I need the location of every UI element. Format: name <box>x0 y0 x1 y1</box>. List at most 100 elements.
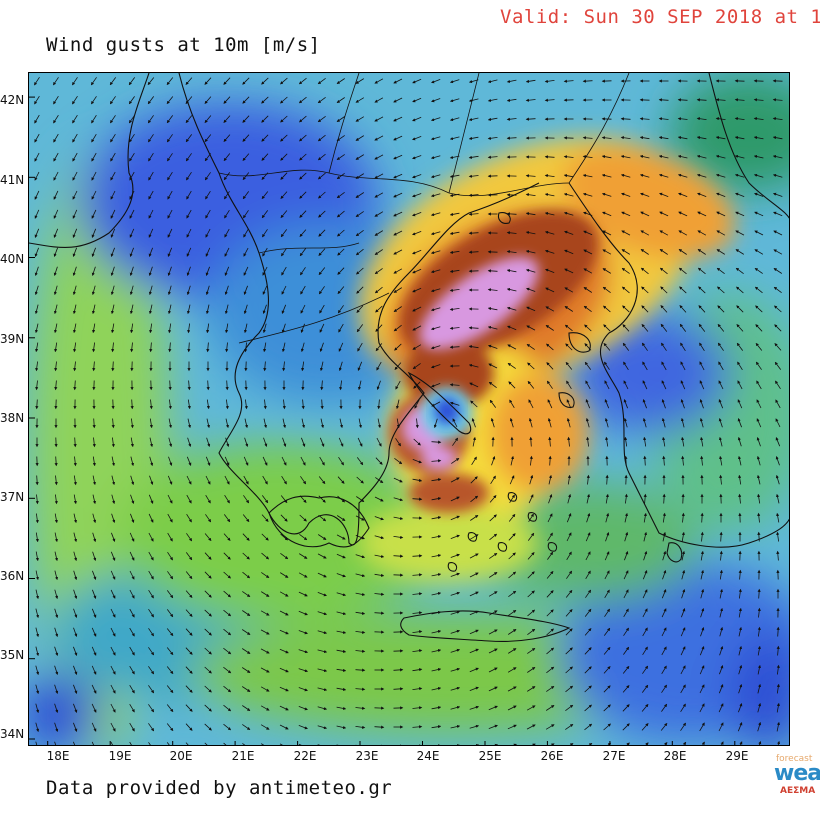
wind-arrow <box>715 117 726 121</box>
wind-arrow <box>299 248 307 257</box>
wind-arrow <box>621 211 631 217</box>
wind-arrow <box>527 362 535 370</box>
wind-arrow <box>262 229 268 238</box>
wind-arrow <box>661 361 667 371</box>
wind-arrow <box>356 305 364 313</box>
wind-arrow <box>395 438 401 447</box>
wind-arrow <box>528 399 534 409</box>
wind-arrow <box>148 152 154 162</box>
wind-arrow <box>205 304 210 315</box>
wind-arrow <box>718 436 723 447</box>
wind-arrow <box>34 133 40 143</box>
wind-arrow <box>773 286 782 294</box>
wind-arrow <box>528 494 534 504</box>
wind-arrow <box>525 79 536 83</box>
wind-arrow <box>475 743 480 745</box>
wind-arrow <box>394 362 402 371</box>
wind-arrow <box>605 474 609 485</box>
wind-arrow <box>375 343 383 352</box>
wind-arrow <box>620 173 631 178</box>
lon-label: 25E <box>478 749 502 763</box>
wind-arrow <box>92 361 96 372</box>
wind-arrow <box>470 400 478 408</box>
wind-arrow <box>167 304 172 315</box>
wind-arrow <box>320 399 324 410</box>
wind-arrow <box>91 171 97 181</box>
valid-time: Valid: Sun 30 SEP 2018 at 1 <box>500 6 820 28</box>
wind-arrow <box>681 455 685 466</box>
lat-label: 42N <box>0 93 25 107</box>
wind-arrow <box>148 171 154 181</box>
wind-arrow <box>205 190 211 200</box>
wind-arrow <box>263 418 268 429</box>
wind-arrow <box>468 212 479 216</box>
wind-arrow <box>622 305 630 313</box>
wind-arrow <box>374 286 383 294</box>
wind-arrow <box>317 134 326 142</box>
wind-arrow <box>412 136 422 141</box>
wind-arrow <box>547 399 553 409</box>
wind-arrow <box>431 98 441 103</box>
wind-arrow <box>91 304 96 315</box>
wind-arrow <box>601 155 612 159</box>
wind-arrow <box>431 440 442 444</box>
wind-arrow <box>73 475 77 486</box>
wind-arrow <box>563 79 574 83</box>
wind-arrow <box>469 382 479 388</box>
wind-arrow <box>489 533 498 541</box>
wind-arrow <box>433 418 438 429</box>
wind-arrow <box>53 171 59 181</box>
wind-arrow <box>205 456 211 466</box>
wind-arrow <box>357 361 363 371</box>
wind-arrow <box>583 230 593 236</box>
wind-arrow <box>412 478 423 482</box>
wind-arrow <box>261 191 269 200</box>
wind-arrow <box>567 474 571 485</box>
wind-arrow <box>698 305 706 313</box>
wind-arrow <box>147 115 154 124</box>
wind-arrow <box>545 306 555 312</box>
wind-arrow <box>643 531 648 542</box>
wind-arrow <box>585 532 591 542</box>
wind-arrow <box>678 230 688 236</box>
wind-arrow <box>336 172 345 180</box>
wind-arrow <box>603 342 611 351</box>
wind-arrow <box>225 342 229 353</box>
wind-arrow <box>775 437 781 447</box>
wind-arrow <box>242 153 250 162</box>
wind-arrow <box>431 401 441 407</box>
wind-arrow <box>72 285 77 296</box>
wind-arrow <box>280 191 288 199</box>
lat-label: 41N <box>0 173 25 187</box>
wind-arrow <box>506 212 517 216</box>
wind-arrow <box>621 286 630 294</box>
wind-arrow <box>244 399 248 410</box>
wind-arrow <box>527 380 535 389</box>
wind-arrow <box>754 267 763 274</box>
wind-arrow <box>317 77 326 85</box>
wind-arrow <box>206 399 210 410</box>
wind-arrow <box>659 249 668 255</box>
wind-arrow <box>262 266 268 276</box>
wind-arrow <box>298 134 307 142</box>
wind-arrow <box>430 269 441 274</box>
wind-arrow <box>318 248 326 256</box>
wind-arrow <box>774 305 782 313</box>
wind-arrow <box>449 98 460 103</box>
wind-arrow <box>487 136 498 140</box>
wind-arrow <box>34 304 39 315</box>
wind-arrow <box>336 78 345 84</box>
wind-arrow <box>35 532 39 543</box>
wind-arrow <box>528 513 534 523</box>
wind-arrow <box>319 304 325 314</box>
wind-arrow <box>166 96 174 105</box>
wind-arrow <box>544 193 555 197</box>
wind-arrow <box>73 437 77 448</box>
wind-arrow <box>488 381 497 389</box>
wind-arrow <box>586 493 591 504</box>
wind-arrow <box>431 535 442 539</box>
wind-arrow <box>604 361 610 370</box>
wind-arrow <box>753 154 764 159</box>
wind-arrow <box>337 229 345 237</box>
wind-arrow <box>130 475 135 486</box>
